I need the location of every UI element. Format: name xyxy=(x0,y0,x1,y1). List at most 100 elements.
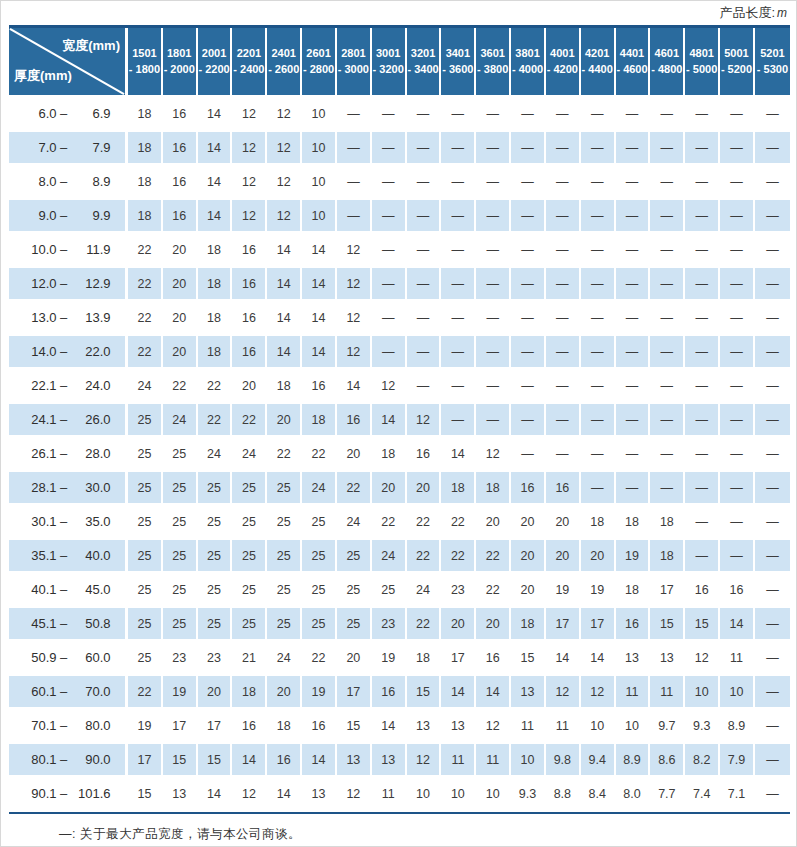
length-value-cell: — xyxy=(755,336,790,370)
width-range-header: 1801- 2000 xyxy=(163,28,198,98)
table-row: 80.1–90.01715151416141313121111109.89.48… xyxy=(9,744,790,778)
length-value-cell: 9.7 xyxy=(650,710,685,744)
length-value-cell: 10 xyxy=(685,676,720,710)
length-value-cell: 25 xyxy=(337,540,372,574)
length-value-cell: 14 xyxy=(267,268,302,302)
length-value-cell: — xyxy=(372,166,407,200)
length-value-cell: 21 xyxy=(232,642,267,676)
max-length-table: 宽度(mm) 厚度(mm) 1501- 18001801- 20002001- … xyxy=(9,25,790,814)
length-value-cell: — xyxy=(581,370,616,404)
length-value-cell: — xyxy=(685,302,720,336)
length-value-cell: 25 xyxy=(198,608,233,642)
length-value-cell: — xyxy=(581,132,616,166)
table-row: 40.1–45.02525252525252525242322201919181… xyxy=(9,574,790,608)
length-value-cell: 8.2 xyxy=(685,744,720,778)
length-value-cell: — xyxy=(511,234,546,268)
length-value-cell: 18 xyxy=(128,132,163,166)
length-value-cell: 17 xyxy=(546,608,581,642)
length-value-cell: 25 xyxy=(267,506,302,540)
width-range-header: 2601- 2800 xyxy=(302,28,337,98)
length-value-cell: 20 xyxy=(441,608,476,642)
length-value-cell: 20 xyxy=(337,642,372,676)
length-value-cell: 8.6 xyxy=(650,744,685,778)
length-value-cell: 10 xyxy=(407,778,442,812)
length-value-cell: 12 xyxy=(232,778,267,812)
length-value-cell: — xyxy=(755,574,790,608)
length-value-cell: 20 xyxy=(163,268,198,302)
length-value-cell: 25 xyxy=(163,574,198,608)
length-value-cell: 25 xyxy=(232,506,267,540)
length-value-cell: 14 xyxy=(337,370,372,404)
length-value-cell: 20 xyxy=(511,506,546,540)
length-value-cell: — xyxy=(720,404,755,438)
length-value-cell: 22 xyxy=(128,336,163,370)
length-value-cell: 11 xyxy=(720,642,755,676)
width-range-header: 1501- 1800 xyxy=(128,28,163,98)
thickness-range-label: 9.0–9.9 xyxy=(9,200,128,234)
length-value-cell: 20 xyxy=(581,540,616,574)
length-value-cell: 15 xyxy=(407,676,442,710)
length-value-cell: 15 xyxy=(511,642,546,676)
length-value-cell: 22 xyxy=(407,540,442,574)
length-value-cell: 13 xyxy=(407,710,442,744)
width-range-header: 4201- 4400 xyxy=(581,28,616,98)
table-row: 22.1–24.02422222018161412——————————— xyxy=(9,370,790,404)
length-value-cell: — xyxy=(581,234,616,268)
length-value-cell: 24 xyxy=(198,438,233,472)
length-value-cell: 12 xyxy=(581,676,616,710)
length-value-cell: 16 xyxy=(163,166,198,200)
length-value-cell: 17 xyxy=(441,642,476,676)
length-value-cell: 20 xyxy=(267,676,302,710)
length-value-cell: — xyxy=(685,200,720,234)
length-value-cell: 15 xyxy=(650,608,685,642)
length-value-cell: 12 xyxy=(337,336,372,370)
length-value-cell: 14 xyxy=(302,268,337,302)
length-value-cell: 14 xyxy=(198,200,233,234)
width-range-header: 2001- 2200 xyxy=(198,28,233,98)
length-value-cell: — xyxy=(476,166,511,200)
length-value-cell: 25 xyxy=(267,472,302,506)
length-value-cell: — xyxy=(650,234,685,268)
length-value-cell: — xyxy=(685,132,720,166)
length-value-cell: — xyxy=(337,98,372,132)
table-row: 70.1–80.01917171618161514131312111110109… xyxy=(9,710,790,744)
width-range-header: 4801- 5000 xyxy=(685,28,720,98)
length-value-cell: 16 xyxy=(302,710,337,744)
table-row: 50.9–60.02523232124222019181716151414131… xyxy=(9,642,790,676)
length-value-cell: — xyxy=(650,98,685,132)
length-value-cell: — xyxy=(407,132,442,166)
length-value-cell: — xyxy=(720,336,755,370)
length-value-cell: 12 xyxy=(407,744,442,778)
length-value-cell: 22 xyxy=(232,404,267,438)
length-value-cell: — xyxy=(546,302,581,336)
length-value-cell: — xyxy=(337,166,372,200)
length-value-cell: 12 xyxy=(372,370,407,404)
length-value-cell: 19 xyxy=(546,574,581,608)
length-value-cell: 10 xyxy=(720,676,755,710)
width-range-header: 3001- 3200 xyxy=(372,28,407,98)
length-value-cell: 22 xyxy=(267,438,302,472)
length-value-cell: 16 xyxy=(232,268,267,302)
thickness-range-label: 6.0–6.9 xyxy=(9,98,128,132)
length-value-cell: — xyxy=(720,370,755,404)
length-value-cell: 16 xyxy=(372,676,407,710)
thickness-range-label: 40.1–45.0 xyxy=(9,574,128,608)
length-value-cell: — xyxy=(441,132,476,166)
length-value-cell: 20 xyxy=(511,540,546,574)
length-value-cell: — xyxy=(755,710,790,744)
length-value-cell: 9.3 xyxy=(511,778,546,812)
length-value-cell: 11 xyxy=(476,744,511,778)
length-value-cell: — xyxy=(650,438,685,472)
length-value-cell: — xyxy=(511,404,546,438)
length-value-cell: 13 xyxy=(650,642,685,676)
thickness-range-label: 90.1–101.6 xyxy=(9,778,128,812)
length-value-cell: 14 xyxy=(302,744,337,778)
length-value-cell: 25 xyxy=(163,438,198,472)
length-value-cell: 10 xyxy=(302,98,337,132)
length-value-cell: 19 xyxy=(581,574,616,608)
length-value-cell: 24 xyxy=(128,370,163,404)
length-value-cell: 23 xyxy=(372,608,407,642)
length-value-cell: — xyxy=(720,268,755,302)
length-value-cell: 22 xyxy=(476,540,511,574)
length-value-cell: 25 xyxy=(198,472,233,506)
